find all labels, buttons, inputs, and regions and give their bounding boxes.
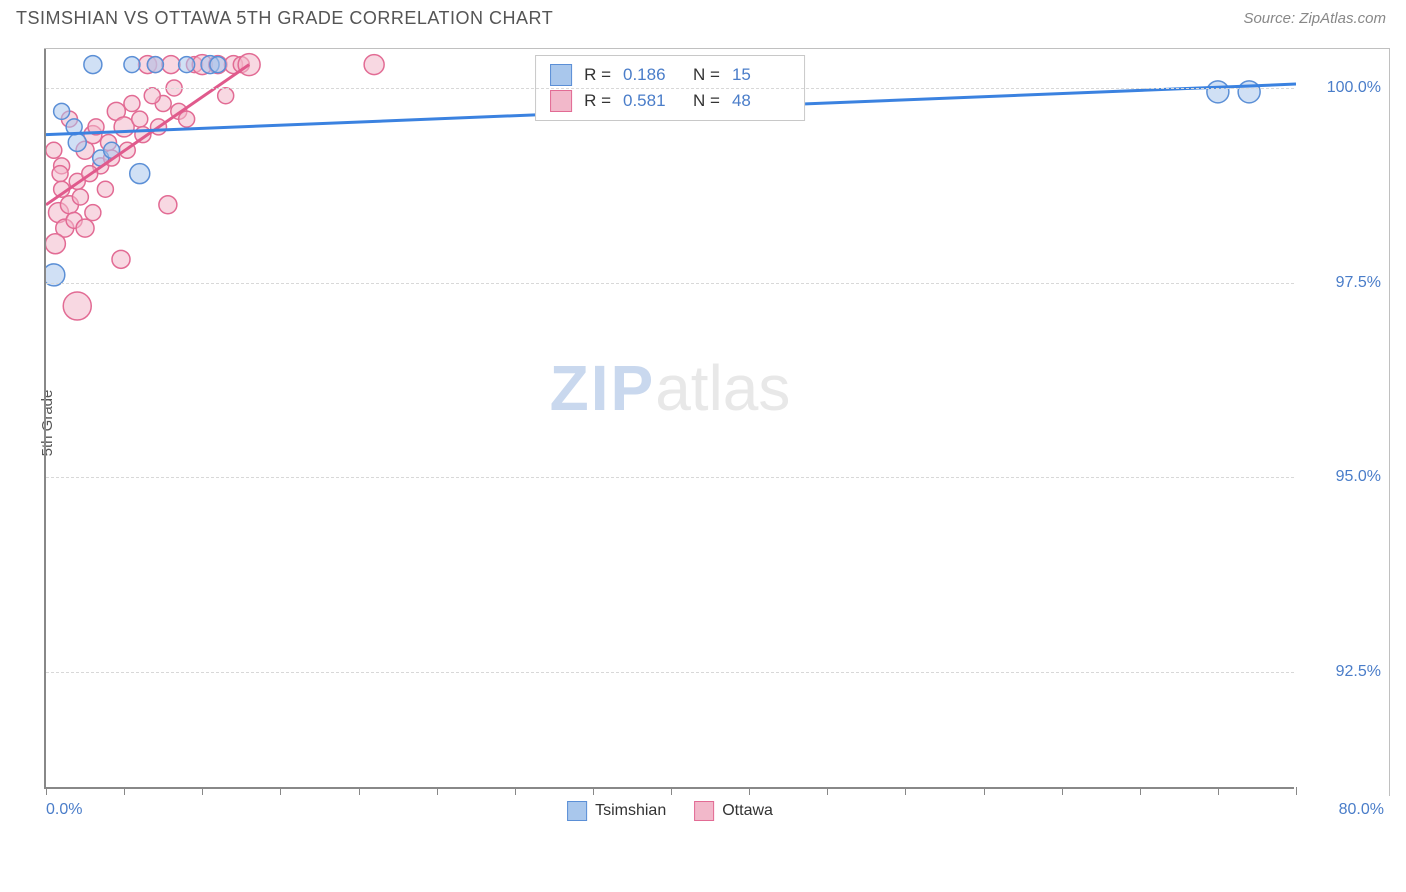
chart-svg <box>46 49 1296 789</box>
watermark: ZIPatlas <box>550 351 791 425</box>
y-tick-label: 95.0% <box>1336 468 1381 486</box>
x-axis-max-label: 80.0% <box>1339 801 1384 819</box>
x-tick <box>46 787 47 795</box>
stats-swatch-tsimshian <box>550 64 572 86</box>
plot-area: ZIPatlas R = 0.186 N = 15 R = 0.581 N = … <box>44 49 1294 789</box>
watermark-atlas: atlas <box>655 352 790 424</box>
x-tick <box>671 787 672 795</box>
x-tick <box>202 787 203 795</box>
x-tick <box>827 787 828 795</box>
gridline-h <box>46 672 1294 673</box>
x-tick <box>593 787 594 795</box>
watermark-zip: ZIP <box>550 352 656 424</box>
x-tick <box>1062 787 1063 795</box>
stats-r-ottawa: 0.581 <box>623 91 681 111</box>
gridline-h <box>46 283 1294 284</box>
legend-label-tsimshian: Tsimshian <box>595 802 666 820</box>
stats-n-ottawa: 48 <box>732 91 790 111</box>
x-tick <box>749 787 750 795</box>
stats-swatch-ottawa <box>550 90 572 112</box>
legend-item-tsimshian: Tsimshian <box>567 801 666 821</box>
legend-swatch-tsimshian <box>567 801 587 821</box>
x-tick <box>1218 787 1219 795</box>
y-tick-label: 92.5% <box>1336 663 1381 681</box>
y-tick-label: 100.0% <box>1327 79 1381 97</box>
x-tick <box>359 787 360 795</box>
x-tick <box>1140 787 1141 795</box>
x-tick <box>515 787 516 795</box>
stats-row-tsimshian: R = 0.186 N = 15 <box>550 62 790 88</box>
x-tick <box>984 787 985 795</box>
stats-n-tsimshian: 15 <box>732 65 790 85</box>
chart-title: TSIMSHIAN VS OTTAWA 5TH GRADE CORRELATIO… <box>16 8 553 29</box>
legend-item-ottawa: Ottawa <box>694 801 773 821</box>
x-axis-min-label: 0.0% <box>46 801 82 819</box>
stats-row-ottawa: R = 0.581 N = 48 <box>550 88 790 114</box>
x-tick <box>437 787 438 795</box>
gridline-h <box>46 88 1294 89</box>
y-tick-label: 97.5% <box>1336 274 1381 292</box>
stats-r-tsimshian: 0.186 <box>623 65 681 85</box>
gridline-h <box>46 477 1294 478</box>
x-tick <box>124 787 125 795</box>
legend-label-ottawa: Ottawa <box>722 802 773 820</box>
stats-n-label: N = <box>693 91 720 111</box>
series-legend: Tsimshian Ottawa <box>567 801 773 821</box>
source-attribution: Source: ZipAtlas.com <box>1243 10 1386 27</box>
stats-r-label: R = <box>584 65 611 85</box>
x-tick <box>905 787 906 795</box>
chart-container: 5th Grade ZIPatlas R = 0.186 N = 15 R = … <box>44 48 1390 796</box>
x-tick <box>1296 787 1297 795</box>
legend-swatch-ottawa <box>694 801 714 821</box>
stats-r-label: R = <box>584 91 611 111</box>
stats-n-label: N = <box>693 65 720 85</box>
x-tick <box>280 787 281 795</box>
